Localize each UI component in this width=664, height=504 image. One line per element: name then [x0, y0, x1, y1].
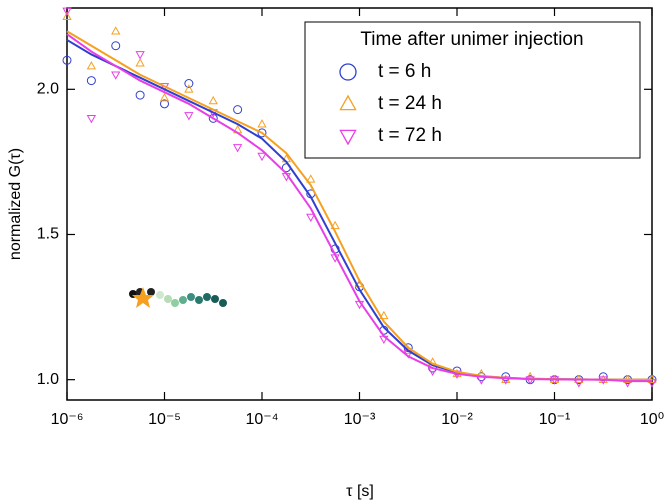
- data-point: [257, 152, 267, 162]
- legend-marker: [339, 129, 357, 146]
- data-point: [62, 7, 72, 16]
- legend-marker: [339, 94, 357, 111]
- data-point: [306, 213, 316, 223]
- data-point: [111, 41, 121, 51]
- x-tick-label: 10⁰: [640, 411, 664, 428]
- data-point: [62, 55, 72, 65]
- x-tick-label: 10⁻³: [344, 411, 376, 428]
- x-axis-label: τ [s]: [346, 483, 374, 500]
- data-point: [160, 99, 169, 109]
- data-point: [525, 376, 535, 385]
- y-tick-label: 1.5: [37, 226, 59, 243]
- data-point: [306, 174, 316, 183]
- data-point: [233, 105, 243, 115]
- data-point: [159, 92, 170, 102]
- legend-marker: [339, 63, 357, 81]
- x-tick-label: 10⁻⁴: [245, 411, 278, 428]
- data-point: [86, 76, 96, 86]
- legend-title: Time after unimer injection: [360, 29, 583, 50]
- data-point: [62, 11, 72, 21]
- data-point: [135, 58, 145, 67]
- data-point: [208, 95, 218, 105]
- data-point: [257, 128, 267, 138]
- x-tick-label: 10⁻⁶: [51, 411, 84, 428]
- legend-label: t = 72 h: [378, 125, 442, 146]
- data-point: [184, 112, 194, 121]
- x-tick-label: 10⁻²: [441, 411, 473, 428]
- molecule-illustration: [129, 287, 227, 308]
- x-tick-label: 10⁻⁵: [148, 411, 181, 428]
- data-point: [330, 220, 340, 230]
- y-tick-label: 1.0: [37, 371, 59, 388]
- y-axis-label: normalized G(τ): [7, 148, 24, 260]
- data-point: [208, 113, 218, 123]
- legend-label: t = 6 h: [378, 61, 431, 82]
- legend-label: t = 24 h: [378, 93, 442, 114]
- data-point: [111, 26, 121, 35]
- x-tick-label: 10⁻¹: [539, 411, 571, 428]
- data-point: [501, 376, 511, 385]
- data-point: [86, 115, 97, 124]
- data-point: [232, 144, 243, 153]
- data-point: [135, 90, 145, 100]
- data-point: [257, 119, 267, 128]
- data-point: [111, 71, 121, 80]
- legend-box: [304, 21, 641, 159]
- data-point: [86, 61, 97, 70]
- y-tick-label: 2.0: [37, 81, 59, 98]
- data-point: [184, 84, 194, 93]
- data-point: [184, 78, 194, 88]
- data-point: [379, 310, 389, 320]
- fit-line: [66, 33, 652, 383]
- data-point: [135, 51, 145, 60]
